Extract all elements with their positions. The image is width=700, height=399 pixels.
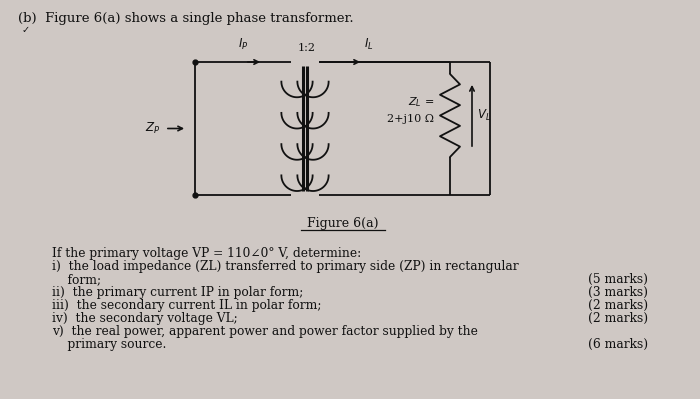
Text: $I_P$: $I_P$ [238,37,248,52]
Text: $I_L$: $I_L$ [364,37,374,52]
Text: (6 marks): (6 marks) [588,338,648,351]
Text: v)  the real power, apparent power and power factor supplied by the: v) the real power, apparent power and po… [52,325,478,338]
Text: (b)  Figure 6(a) shows a single phase transformer.: (b) Figure 6(a) shows a single phase tra… [18,12,354,25]
Text: 2+j10 Ω: 2+j10 Ω [387,113,434,124]
Text: (3 marks): (3 marks) [588,286,648,299]
Text: ✓: ✓ [22,25,30,35]
Text: (5 marks): (5 marks) [588,273,648,286]
Text: Figure 6(a): Figure 6(a) [307,217,378,230]
Text: i)  the load impedance (ZL) transferred to primary side (ZP) in rectangular: i) the load impedance (ZL) transferred t… [52,260,519,273]
Text: $Z_L$ =: $Z_L$ = [408,96,434,109]
Text: 1:2: 1:2 [298,43,316,53]
Text: ii)  the primary current IP in polar form;: ii) the primary current IP in polar form… [52,286,303,299]
Text: (2 marks): (2 marks) [588,312,648,325]
Text: (2 marks): (2 marks) [588,299,648,312]
Text: primary source.: primary source. [52,338,167,351]
Text: form;: form; [52,273,101,286]
Text: $V_L$: $V_L$ [477,108,491,123]
Text: $Z_P$: $Z_P$ [145,121,160,136]
Text: iii)  the secondary current IL in polar form;: iii) the secondary current IL in polar f… [52,299,321,312]
Text: iv)  the secondary voltage VL;: iv) the secondary voltage VL; [52,312,238,325]
Text: If the primary voltage VP = 110∠0° V, determine:: If the primary voltage VP = 110∠0° V, de… [52,247,361,260]
